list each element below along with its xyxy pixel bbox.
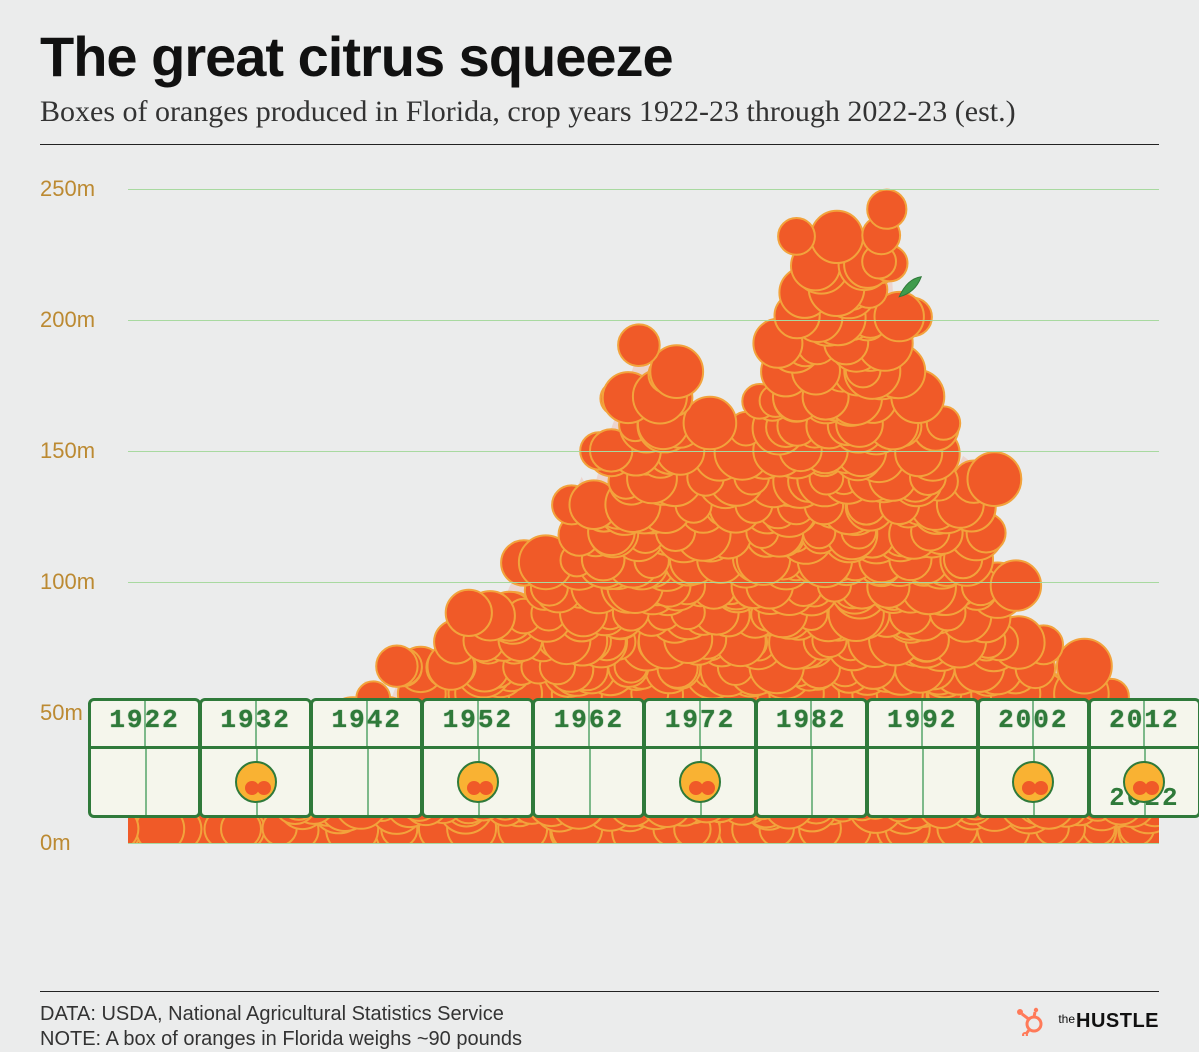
footer: DATA: USDA, National Agricultural Statis… bbox=[40, 991, 1159, 1052]
grid-line bbox=[128, 582, 1159, 583]
hustle-logo: theHUSTLE bbox=[1058, 1010, 1159, 1033]
footer-text: DATA: USDA, National Agricultural Statis… bbox=[40, 1002, 522, 1052]
brand-block: theHUSTLE bbox=[1014, 1002, 1159, 1036]
crate: 1962 bbox=[532, 698, 645, 818]
footer-data-line: DATA: USDA, National Agricultural Statis… bbox=[40, 1002, 522, 1027]
crate-year-label: 1952 bbox=[424, 705, 531, 735]
crate-year-label: 2012 bbox=[1091, 705, 1198, 735]
top-rule bbox=[40, 144, 1159, 145]
crate-year-label: 1942 bbox=[313, 705, 420, 735]
crate: 1992 bbox=[866, 698, 979, 818]
florida-sticker bbox=[679, 761, 721, 803]
hubspot-icon bbox=[1014, 1006, 1044, 1036]
crate: 2002 bbox=[977, 698, 1090, 818]
chart-title: The great citrus squeeze bbox=[40, 28, 1159, 87]
crate: 1952 bbox=[421, 698, 534, 818]
crate: 1922 bbox=[88, 698, 201, 818]
crate-year-label: 1922 bbox=[91, 705, 198, 735]
footer-note-line: NOTE: A box of oranges in Florida weighs… bbox=[40, 1027, 522, 1052]
grid-line bbox=[128, 843, 1159, 844]
crate-year-label: 1982 bbox=[758, 705, 865, 735]
y-tick-label: 250m bbox=[40, 176, 118, 202]
grid-line bbox=[128, 320, 1159, 321]
grid-line bbox=[128, 189, 1159, 190]
crate: 1942 bbox=[310, 698, 423, 818]
x-axis-crates: 1922193219421952196219721982199220022012… bbox=[88, 698, 1199, 818]
crate-year-label: 2002 bbox=[980, 705, 1087, 735]
y-tick-label: 200m bbox=[40, 307, 118, 333]
grid-line bbox=[128, 451, 1159, 452]
crate: 1932 bbox=[199, 698, 312, 818]
florida-sticker bbox=[235, 761, 277, 803]
y-tick-label: 0m bbox=[40, 830, 118, 856]
y-tick-label: 150m bbox=[40, 438, 118, 464]
crate: 1982 bbox=[755, 698, 868, 818]
y-tick-label: 100m bbox=[40, 569, 118, 595]
crate-year-label: 1962 bbox=[535, 705, 642, 735]
florida-sticker bbox=[457, 761, 499, 803]
florida-sticker bbox=[1012, 761, 1054, 803]
chart-subtitle: Boxes of oranges produced in Florida, cr… bbox=[40, 93, 1159, 131]
crate: 1972 bbox=[643, 698, 756, 818]
crate-year-label: 1932 bbox=[202, 705, 309, 735]
crate-year-label: 1972 bbox=[646, 705, 753, 735]
crate-year-label: 1992 bbox=[869, 705, 976, 735]
crate: 20122022 bbox=[1088, 698, 1199, 818]
